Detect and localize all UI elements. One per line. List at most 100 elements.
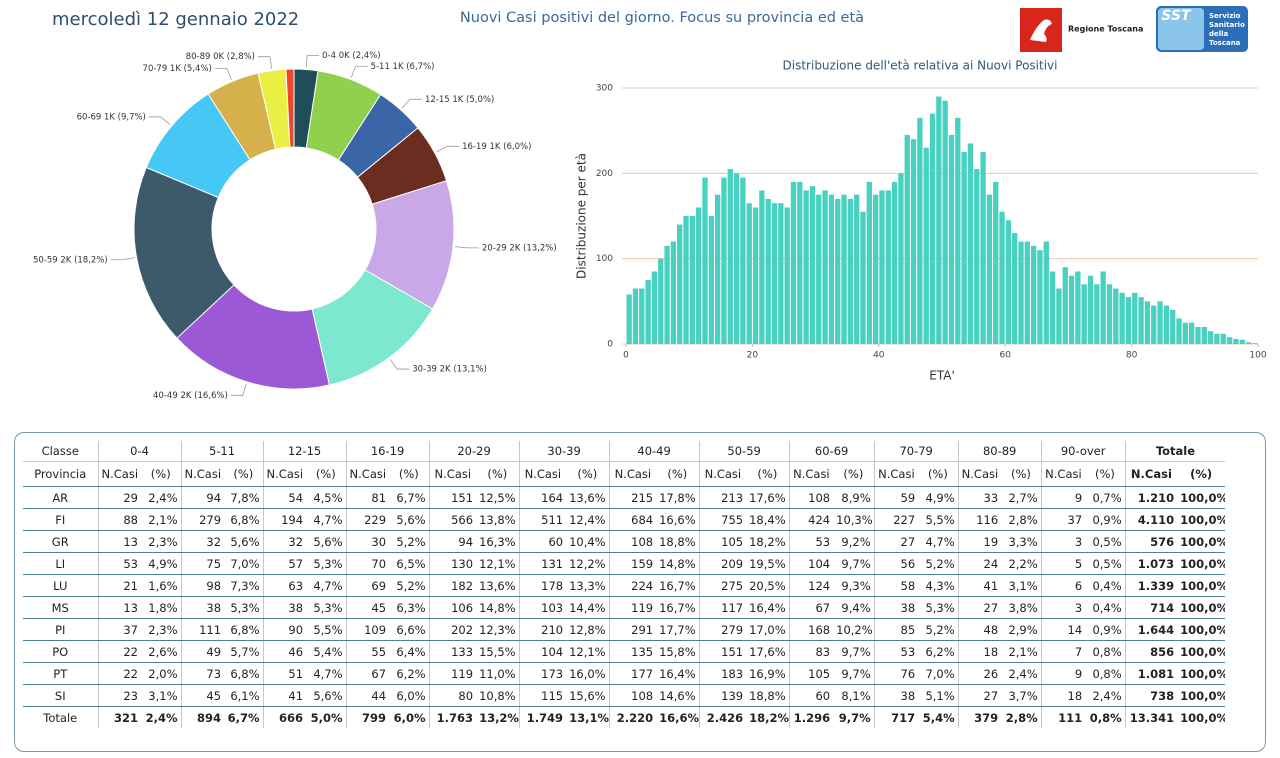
- cell: 209: [698, 552, 747, 575]
- cell: 85: [873, 618, 919, 641]
- cell: 105: [698, 530, 747, 553]
- hist-bar: [1087, 275, 1094, 344]
- cell: 70: [345, 552, 390, 575]
- cell: 194: [262, 508, 307, 531]
- hist-bar: [1163, 305, 1170, 344]
- cell: 73: [180, 662, 225, 685]
- cell: 100,0%: [1177, 684, 1226, 707]
- cell: 109: [345, 618, 390, 641]
- cell: 9: [1040, 486, 1086, 509]
- cell: 4,3%: [918, 574, 959, 597]
- hist-bar: [727, 169, 733, 344]
- hist-bar: [1100, 271, 1106, 344]
- hist-bar: [752, 207, 759, 344]
- hist-bar: [658, 258, 664, 344]
- hist-bar: [879, 190, 885, 344]
- sst-line: Servizio: [1209, 12, 1241, 20]
- cell: 164: [518, 486, 567, 509]
- hist-bar: [714, 194, 721, 344]
- column-header: (%): [1001, 461, 1042, 487]
- cell: 4,7%: [306, 662, 347, 685]
- hist-bar: [664, 245, 670, 344]
- cell: 2,7%: [1001, 486, 1042, 509]
- group-header: 30-39: [518, 441, 610, 462]
- cell: 27: [957, 684, 1002, 707]
- cell: 3,3%: [1001, 530, 1042, 553]
- cell: 135: [608, 640, 657, 663]
- donut-slice: [285, 68, 295, 148]
- cell: 12,4%: [566, 508, 610, 531]
- cell: 108: [788, 486, 834, 509]
- cell: 182: [428, 574, 477, 597]
- cell: 2,1%: [141, 508, 182, 531]
- cell: 54: [262, 486, 307, 509]
- cell: 5,6%: [306, 530, 347, 553]
- province: AR: [23, 486, 98, 509]
- cell: 279: [180, 508, 225, 531]
- cell: 6,7%: [227, 710, 260, 725]
- cell: 10,4%: [566, 530, 610, 553]
- cell: 104: [788, 552, 834, 575]
- cell: 6,8%: [224, 662, 264, 685]
- cell: 4,5%: [306, 486, 347, 509]
- hist-bar: [936, 96, 942, 345]
- sst-emblem: [1158, 8, 1204, 50]
- leader-line: [258, 56, 273, 69]
- hist-bar: [854, 194, 860, 344]
- cell: 2,8%: [1005, 710, 1038, 725]
- column-header: (%): [566, 461, 610, 487]
- cell: 18,4%: [746, 508, 790, 531]
- cell: 6,3%: [389, 596, 430, 619]
- hist-bar: [860, 211, 866, 344]
- hist-bar: [771, 203, 778, 344]
- hist-bar: [1049, 271, 1056, 344]
- cell: 124: [788, 574, 834, 597]
- cell: 424: [788, 508, 834, 531]
- cell: 16,4%: [656, 662, 700, 685]
- cell: 9,2%: [833, 530, 875, 553]
- hist-bar: [733, 173, 740, 344]
- cell: 108: [608, 684, 657, 707]
- column-header: (%): [224, 461, 264, 487]
- column-header: N.Casi: [262, 461, 307, 487]
- cell: 88: [97, 508, 141, 531]
- hist-bar: [1081, 284, 1087, 344]
- slice-label: 5-11 1K (6,7%): [371, 62, 435, 72]
- hist-bar: [1233, 338, 1239, 344]
- province: SI: [23, 684, 98, 707]
- sst-abbr: SST: [1161, 8, 1192, 24]
- cell: 5: [1040, 552, 1086, 575]
- column-header: N.Casi: [518, 461, 567, 487]
- cell: 2,3%: [141, 530, 182, 553]
- hist-bar: [1125, 297, 1132, 344]
- hist-bar: [841, 194, 847, 344]
- cell: 5,4%: [922, 710, 955, 725]
- cell: 5,3%: [306, 596, 347, 619]
- hist-bar: [917, 117, 923, 344]
- hist-bar: [904, 134, 910, 344]
- hist-bar: [1245, 342, 1252, 344]
- slice-label: 50-59 2K (18,2%): [33, 255, 108, 265]
- table-row: Totale 321 2,4% 894 6,7% 666 5,0% 799 6,0% 1.763 1…: [23, 706, 1226, 728]
- hist-bar: [809, 186, 816, 344]
- x-tick-label: 60: [999, 351, 1011, 361]
- hist-bar: [847, 198, 854, 344]
- cell: 56: [873, 552, 919, 575]
- province: GR: [23, 530, 98, 553]
- cell: 5,6%: [224, 530, 264, 553]
- cell: 5,3%: [306, 552, 347, 575]
- hist-bar: [683, 216, 689, 344]
- hist-bar: [961, 152, 967, 344]
- cell: 0,9%: [1085, 508, 1126, 531]
- cell: 0,5%: [1085, 552, 1126, 575]
- hist-bar: [980, 152, 986, 344]
- cell: 12,3%: [476, 618, 520, 641]
- hist-bar: [816, 194, 822, 344]
- leader-line: [230, 383, 247, 396]
- cell: 100,0%: [1180, 710, 1226, 725]
- cell: 0,4%: [1085, 596, 1126, 619]
- cell: 9,7%: [833, 552, 875, 575]
- group-header: 80-89: [957, 441, 1042, 462]
- hist-bar: [986, 194, 993, 344]
- y-tick-label: 200: [596, 169, 613, 179]
